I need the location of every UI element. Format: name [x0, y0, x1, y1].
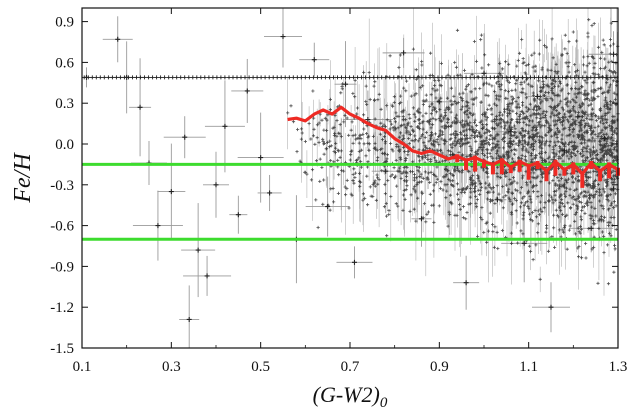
y-tick-label: -1.2	[50, 300, 74, 316]
scatter-point	[401, 50, 407, 56]
y-axis-ticks: 0.9 0.6 0.3 0.0 -0.3 -0.6 -0.9 -1.2 -1.5	[50, 15, 618, 357]
y-tick-label: 0.3	[55, 96, 74, 112]
y-tick-label: -0.9	[50, 259, 74, 275]
scatter-point	[168, 189, 174, 195]
scatter-point	[602, 136, 608, 142]
x-tick-label: 0.1	[73, 359, 92, 375]
scatter-point	[535, 93, 541, 99]
x-tick-label: 1.3	[609, 359, 628, 375]
scatter-point	[481, 70, 487, 76]
scatter-point	[155, 223, 161, 229]
scatter-point	[267, 190, 273, 196]
x-tick-label: 0.9	[430, 359, 449, 375]
scatter-point	[280, 34, 286, 40]
scatter-point	[548, 304, 554, 310]
scatter-point	[508, 129, 514, 135]
y-tick-label: -0.3	[50, 178, 74, 194]
scatter-point	[383, 168, 389, 174]
x-tick-label: 1.1	[519, 359, 538, 375]
y-axis-title: Fe/H	[10, 152, 36, 204]
scatter-point	[561, 148, 567, 154]
scatter-point	[611, 51, 617, 57]
x-axis-title-subscript: 0	[380, 395, 388, 411]
scatter-point	[588, 225, 594, 231]
scatter-point	[325, 204, 331, 210]
x-axis-ticks: 0.1 0.3 0.5 0.7 0.9 1.1 1.3	[73, 8, 628, 375]
scatter-point	[186, 316, 192, 322]
x-tick-label: 0.7	[341, 359, 360, 375]
scatter-point	[436, 99, 442, 105]
scatter-point	[124, 74, 130, 80]
y-tick-label: -1.5	[50, 341, 74, 357]
running-mean-layer	[287, 105, 620, 188]
scatter-point	[418, 216, 424, 222]
y-tick-label: 0.6	[55, 55, 74, 71]
x-axis-title-main: (G-W2)	[313, 382, 380, 407]
scatter-point	[115, 36, 121, 42]
scatter-point	[195, 247, 201, 253]
scatter-point	[311, 57, 317, 63]
scatter-point	[494, 197, 500, 203]
x-axis-title: (G-W2)0	[313, 382, 388, 411]
scatter-point	[222, 123, 228, 129]
scatter-point	[182, 134, 188, 140]
x-tick-label: 0.3	[162, 359, 181, 375]
scatter-point	[575, 114, 581, 120]
scatter-point	[611, 186, 617, 192]
y-tick-label: 0.9	[55, 15, 74, 31]
scatter-point	[463, 280, 469, 286]
scatter-point	[343, 81, 349, 87]
scatter-point	[258, 155, 264, 161]
scatter-point	[235, 212, 241, 218]
scatter-point	[137, 104, 143, 110]
scatter-point	[365, 117, 371, 123]
x-tick-label: 0.5	[251, 359, 270, 375]
scatter-point	[83, 74, 89, 80]
scatter-point	[351, 259, 357, 265]
scatter-point	[204, 273, 210, 279]
scatter-point	[244, 88, 250, 94]
scatter-point	[521, 240, 527, 246]
scatter-point	[213, 182, 219, 188]
scatter-points	[83, 34, 617, 322]
running-mean-scatter-band	[455, 154, 620, 188]
y-tick-label: -0.6	[50, 219, 74, 235]
y-tick-label: 0.0	[55, 137, 74, 153]
